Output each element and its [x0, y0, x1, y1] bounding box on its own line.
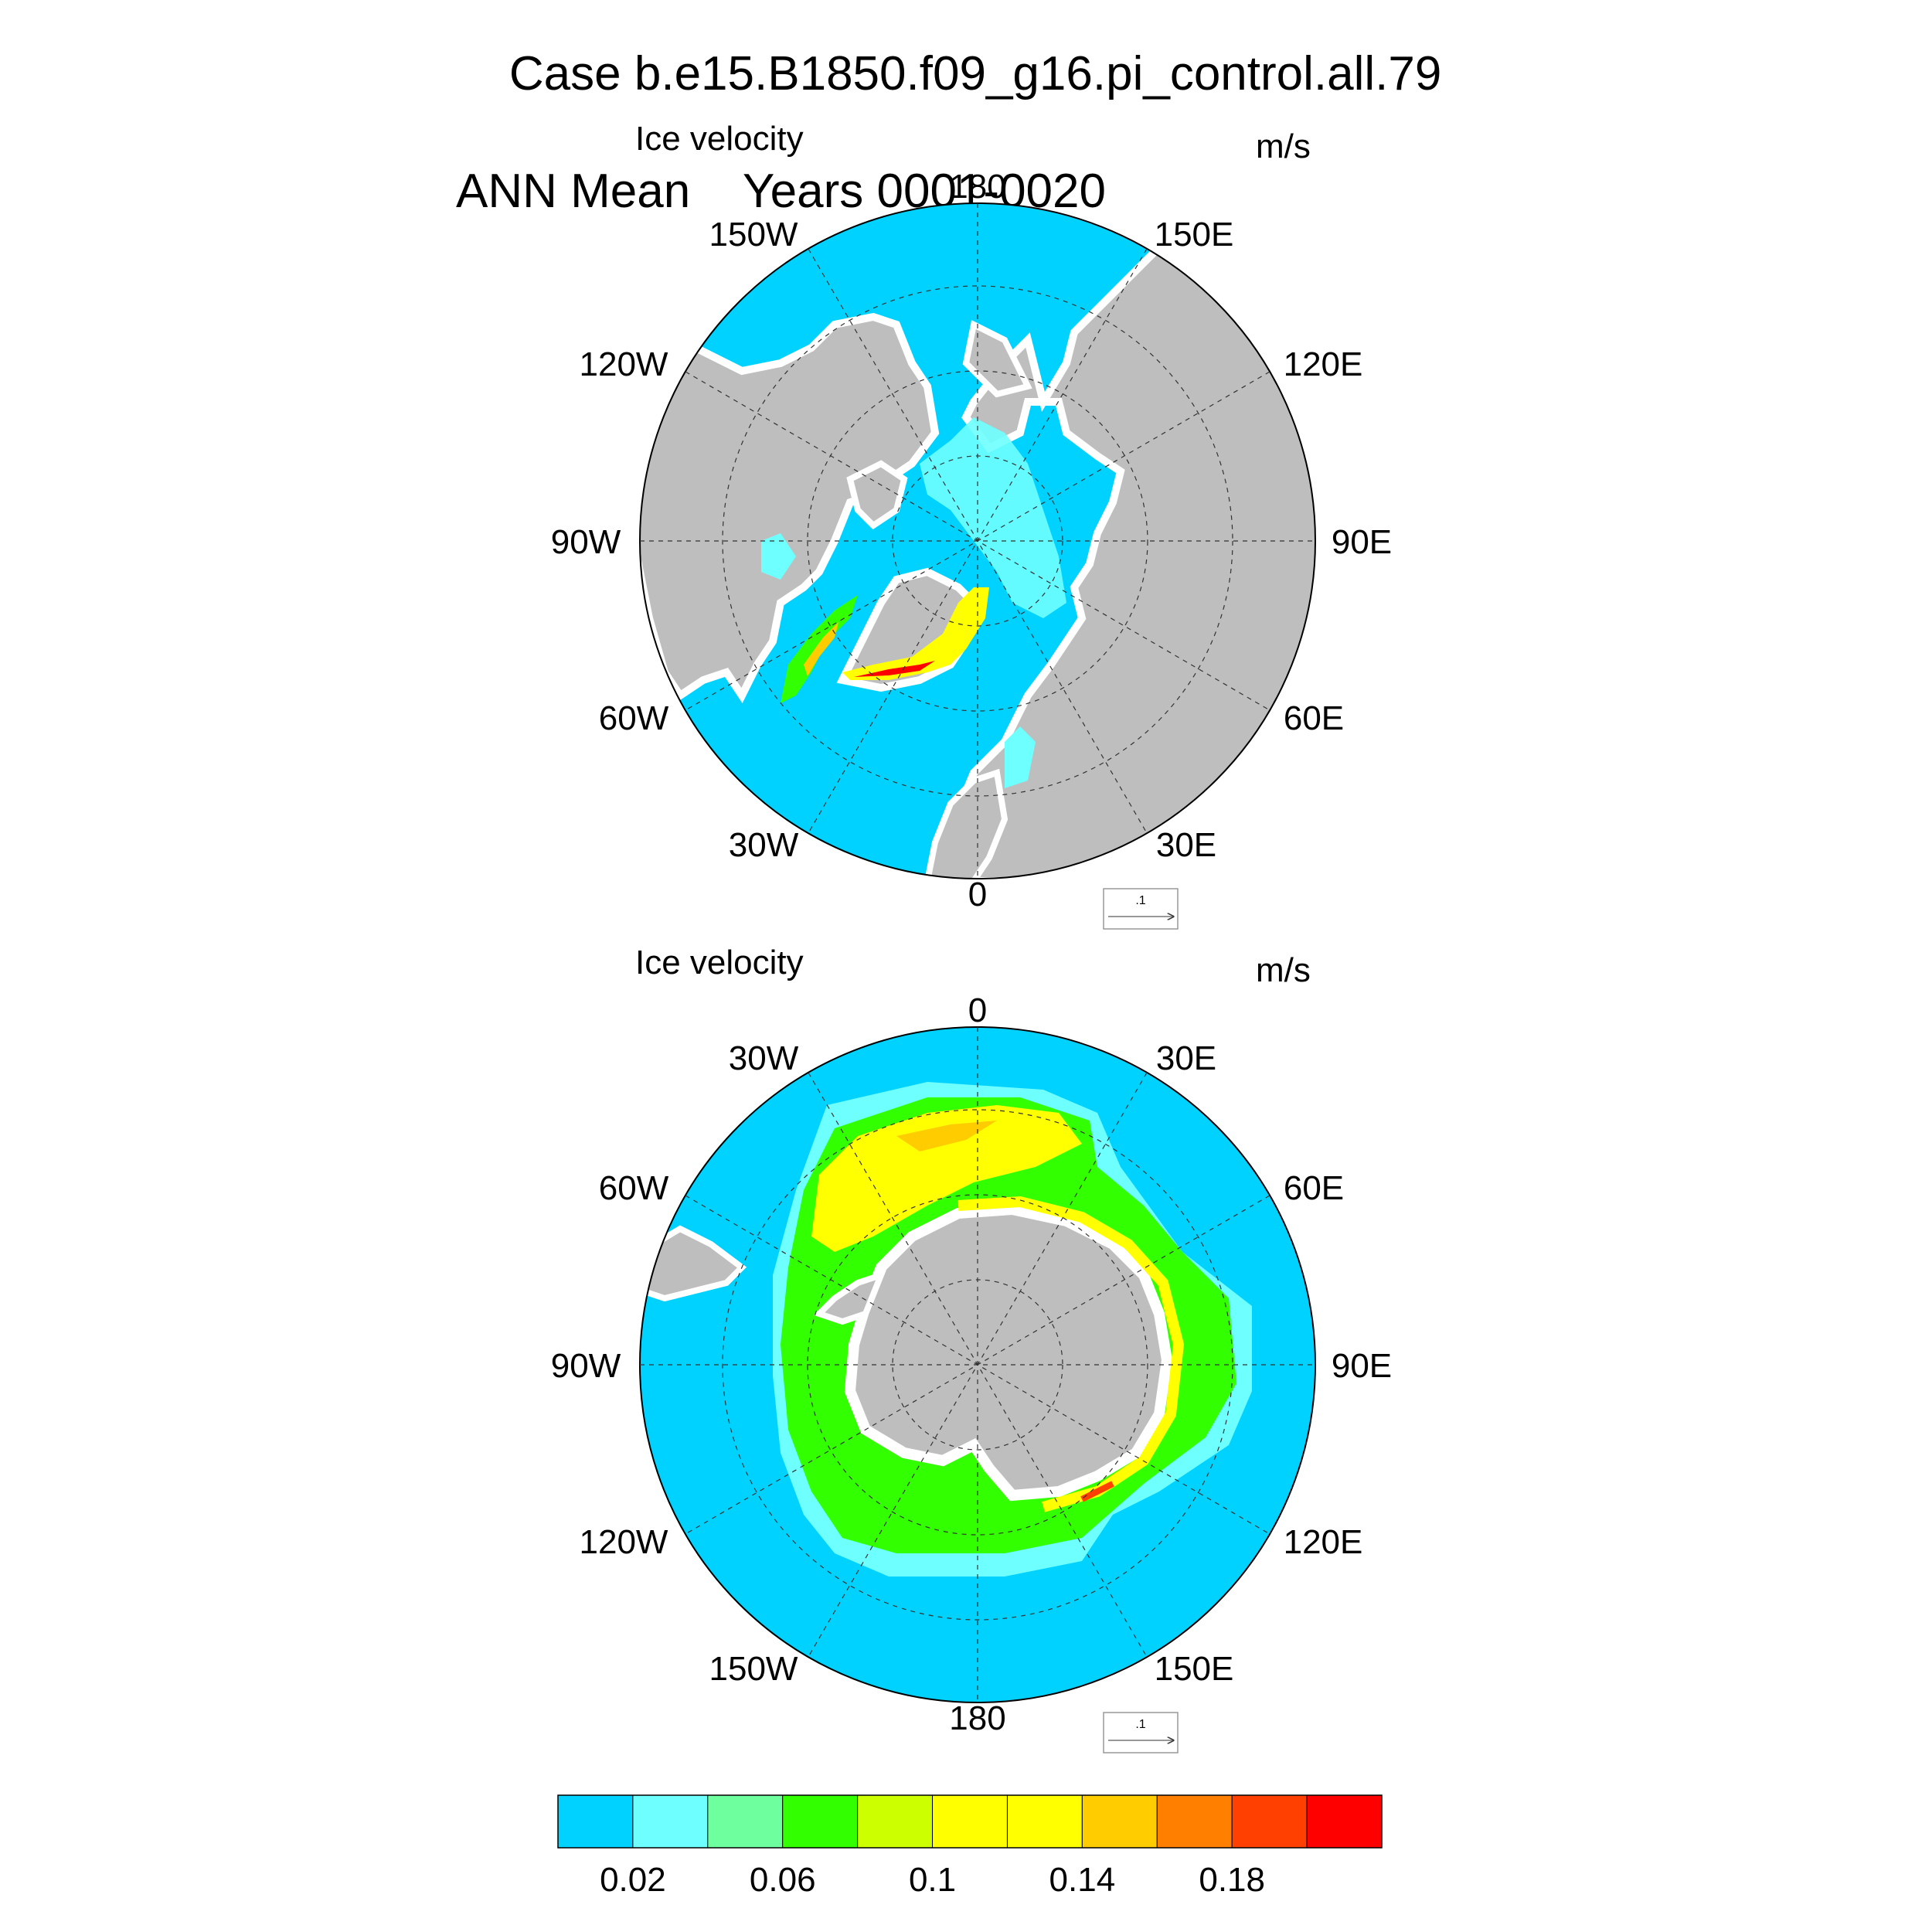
south-lon-150e: 150E: [1155, 1650, 1234, 1688]
south-ice-coastal: [957, 1196, 1185, 1512]
south-lon-120w: 120W: [580, 1523, 668, 1561]
south-lon-top: 0: [968, 992, 987, 1029]
colorbar-swatch: [557, 1794, 634, 1849]
north-lon-labels: 180 0 90W 90E 150W 120W 60W 30W 150E 120…: [551, 168, 1392, 913]
south-lon-60e: 60E: [1284, 1169, 1344, 1207]
north-ice-hudson: [761, 533, 796, 580]
north-land-chukotka: [962, 320, 1032, 398]
period-title: ANN Mean Years 0001-0020: [456, 165, 1106, 218]
south-ice-coastal-red: [1080, 1481, 1114, 1502]
north-lon-30e: 30E: [1156, 826, 1216, 864]
south-field-label: Ice velocity: [635, 944, 804, 981]
south-reference-vector: .1: [1103, 1712, 1179, 1753]
north-lon-60e: 60E: [1284, 699, 1344, 737]
south-land-south-america: [640, 1225, 747, 1302]
south-lon-150w: 150W: [709, 1650, 798, 1688]
colorbar-tick-label: 0.02: [600, 1861, 666, 1899]
north-lon-150e: 150E: [1155, 216, 1234, 253]
colorbar-tick-label: 0.1: [909, 1861, 956, 1899]
south-ice-weddell: [811, 1105, 1082, 1252]
north-lon-30w: 30W: [729, 826, 799, 864]
north-land-europe: [923, 768, 1009, 879]
colorbar-swatch: [932, 1794, 1008, 1849]
north-ice-fram: [842, 587, 989, 680]
south-lon-labels: 0 180 90W 90E 30W 60W 120W 150W 30E 60E …: [551, 992, 1392, 1737]
north-units-label: m/s: [1256, 128, 1311, 165]
colorbar-swatch: [1006, 1794, 1083, 1849]
north-lon-top: 180: [949, 168, 1005, 206]
north-ice-baffin-core: [804, 622, 838, 676]
north-lon-150w: 150W: [709, 216, 798, 253]
south-graticule: [640, 1027, 1315, 1702]
colorbar-swatch: [1231, 1794, 1308, 1849]
north-field-label: Ice velocity: [635, 120, 804, 158]
north-reference-vector: .1: [1103, 888, 1179, 930]
south-lon-30e: 30E: [1156, 1039, 1216, 1077]
south-lon-30w: 30W: [729, 1039, 799, 1077]
south-lon-60w: 60W: [599, 1169, 669, 1207]
north-ice-fram-core: [854, 661, 935, 677]
south-units-label: m/s: [1256, 951, 1311, 989]
colorbar-swatch: [1306, 1794, 1383, 1849]
south-lon-120e: 120E: [1284, 1523, 1363, 1561]
north-land-north-america: [640, 312, 940, 703]
south-land-peninsula: [813, 1270, 886, 1325]
north-lon-right: 90E: [1332, 523, 1392, 561]
north-lon-left: 90W: [551, 523, 621, 561]
colorbar-swatch: [782, 1794, 859, 1849]
case-title: Case b.e15.B1850.f09_g16.pi_control.all.…: [482, 47, 1442, 100]
north-lon-120e: 120E: [1284, 345, 1363, 383]
colorbar: 0.02 0.06 0.1 0.14 0.18: [557, 1794, 1383, 1899]
north-polar-map: Ice velocity m/s: [551, 120, 1392, 930]
north-ice-labrador: [1005, 726, 1036, 788]
colorbar-border: [557, 1794, 1383, 1849]
south-polar-map: Ice velocity m/s: [551, 944, 1392, 1753]
north-lon-bottom: 0: [968, 876, 987, 913]
north-ref-vector-label: .1: [1135, 894, 1145, 907]
north-lon-60w: 60W: [599, 699, 669, 737]
colorbar-tick-label: 0.14: [1049, 1861, 1116, 1899]
colorbar-swatch: [707, 1794, 784, 1849]
south-lon-left: 90W: [551, 1347, 621, 1385]
south-land-antarctica: [844, 1203, 1173, 1502]
colorbar-swatch: [1081, 1794, 1158, 1849]
colorbar-swatch: [857, 1794, 934, 1849]
colorbar-tick-label: 0.06: [750, 1861, 816, 1899]
colorbar-swatch: [1156, 1794, 1233, 1849]
north-land-archipelago: [846, 460, 908, 530]
south-lon-bottom: 180: [949, 1699, 1005, 1737]
north-lon-120w: 120W: [580, 345, 668, 383]
colorbar-swatch: [632, 1794, 709, 1849]
south-ice-weddell-core: [896, 1121, 997, 1151]
colorbar-tick-label: 0.18: [1199, 1861, 1265, 1899]
south-lon-right: 90E: [1332, 1347, 1392, 1385]
figure-title: Case b.e15.B1850.f09_g16.pi_control.all.…: [456, 0, 1441, 280]
north-graticule: [640, 203, 1315, 879]
south-ref-vector-label: .1: [1135, 1718, 1145, 1731]
north-ice-beaufort: [920, 417, 1066, 618]
